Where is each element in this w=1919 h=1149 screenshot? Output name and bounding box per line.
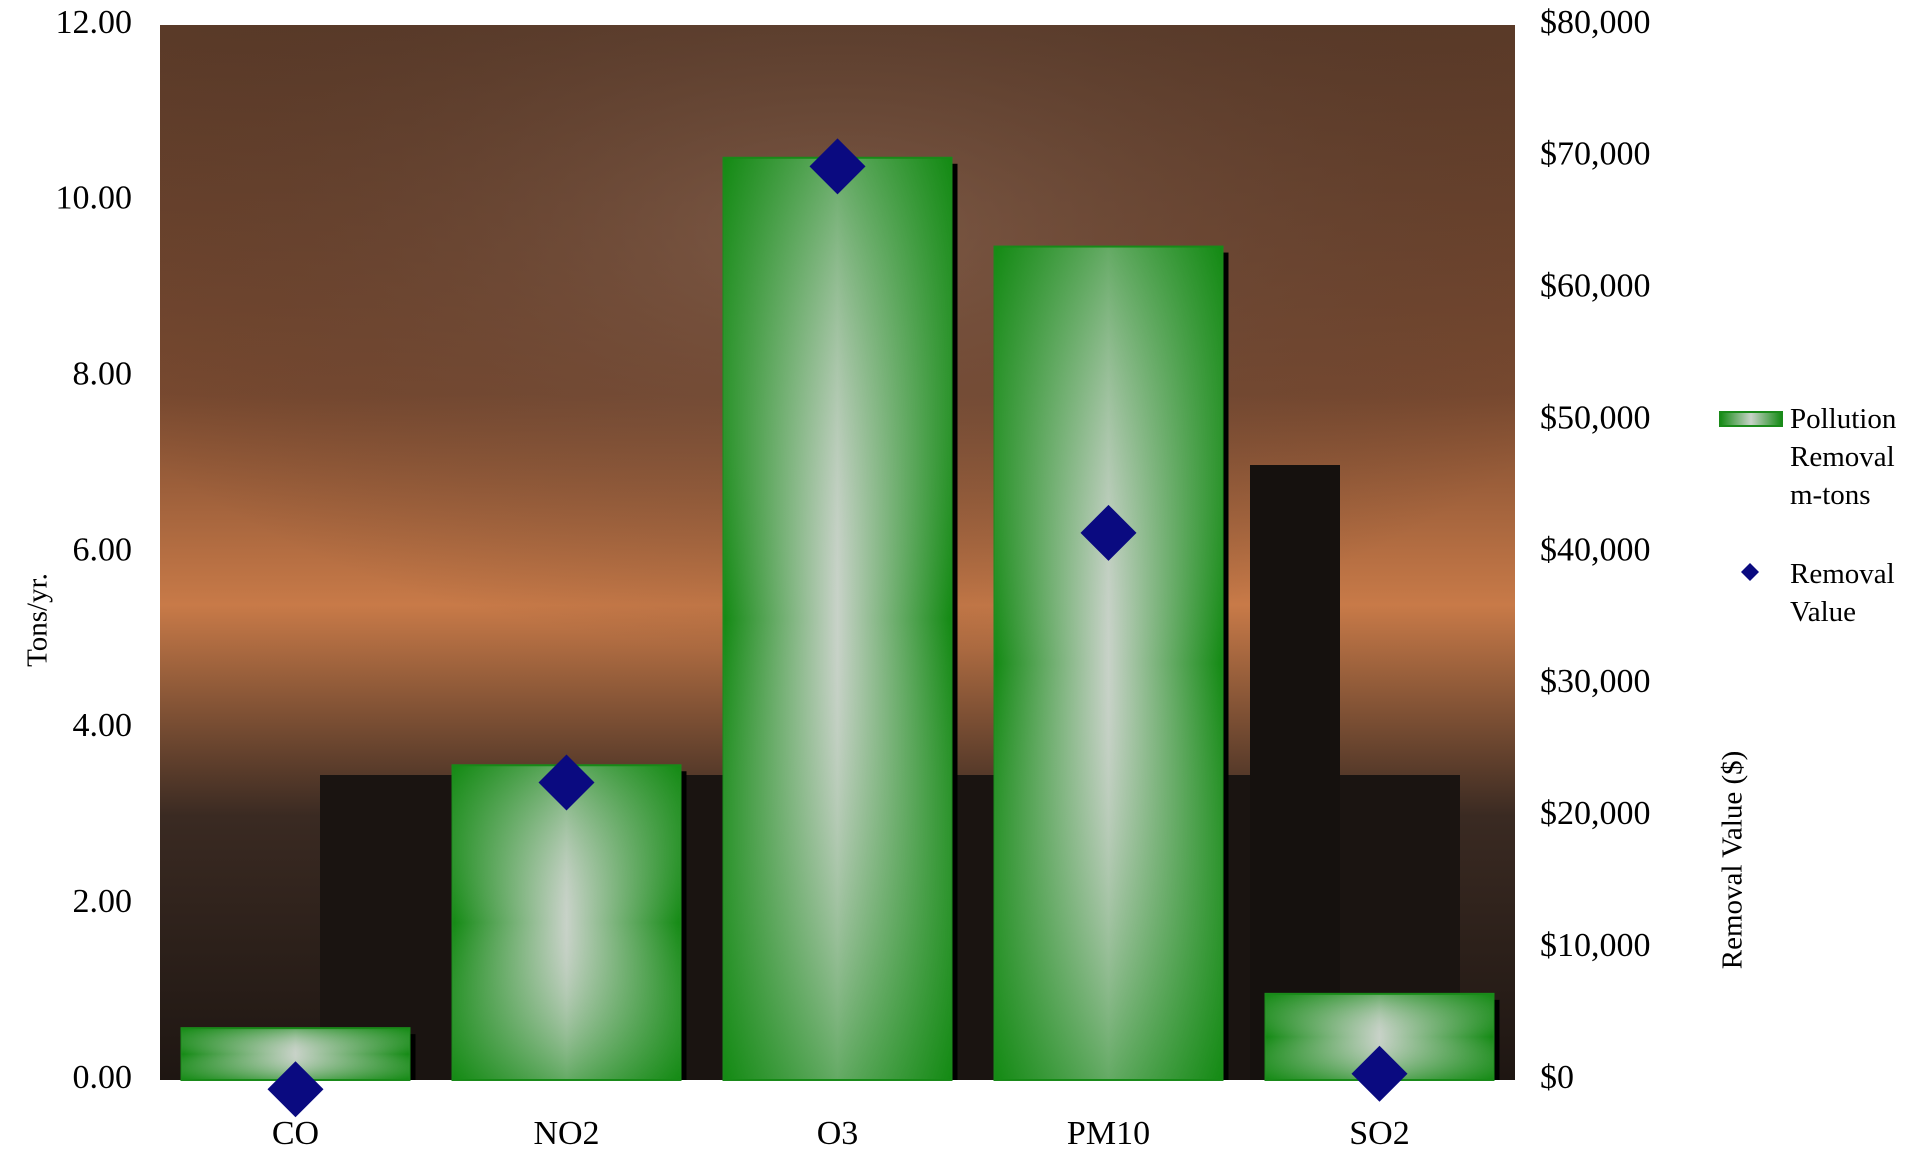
x-tick-label: CO <box>272 1115 319 1149</box>
legend-swatch <box>1741 563 1759 581</box>
diamond-marker <box>1351 1045 1408 1102</box>
y-tick-label: 12.00 <box>56 4 133 41</box>
y-tick-label: 10.00 <box>56 180 133 217</box>
y2-tick-label: $0 <box>1540 1059 1574 1096</box>
y2-tick-label: $80,000 <box>1540 4 1651 41</box>
diamond-marker <box>1080 504 1137 561</box>
y2-tick-label: $70,000 <box>1540 136 1651 173</box>
diamond-marker <box>538 754 595 811</box>
y2-tick-label: $60,000 <box>1540 268 1651 305</box>
y-tick-label: 4.00 <box>73 707 133 744</box>
y-tick-label: 8.00 <box>73 355 133 392</box>
legend-swatch <box>1719 411 1783 427</box>
y-tick-label: 0.00 <box>73 1059 133 1096</box>
bar-shade <box>723 157 952 1081</box>
diamond-marker <box>809 138 866 195</box>
y2-tick-label: $10,000 <box>1540 927 1651 964</box>
y-tick-label: 2.00 <box>73 883 133 920</box>
x-tick-label: O3 <box>817 1115 859 1149</box>
y-tick-label: 6.00 <box>73 531 133 568</box>
y2-axis-title: Removal Value ($) <box>1717 751 1749 970</box>
bar-shade <box>994 246 1223 1081</box>
x-tick-label: PM10 <box>1067 1115 1150 1149</box>
diamond-marker <box>267 1061 324 1118</box>
legend-label: Pollution Removal m-tons <box>1790 403 1897 511</box>
legend-label: Removal Value <box>1790 558 1895 628</box>
y-axis-title: Tons/yr. <box>22 573 54 667</box>
y2-tick-label: $30,000 <box>1540 663 1651 700</box>
bar-shade <box>452 765 681 1080</box>
x-tick-label: NO2 <box>533 1115 599 1149</box>
y2-tick-label: $40,000 <box>1540 531 1651 568</box>
y2-tick-label: $20,000 <box>1540 795 1651 832</box>
y2-tick-label: $50,000 <box>1540 399 1651 436</box>
x-tick-label: SO2 <box>1349 1115 1409 1149</box>
